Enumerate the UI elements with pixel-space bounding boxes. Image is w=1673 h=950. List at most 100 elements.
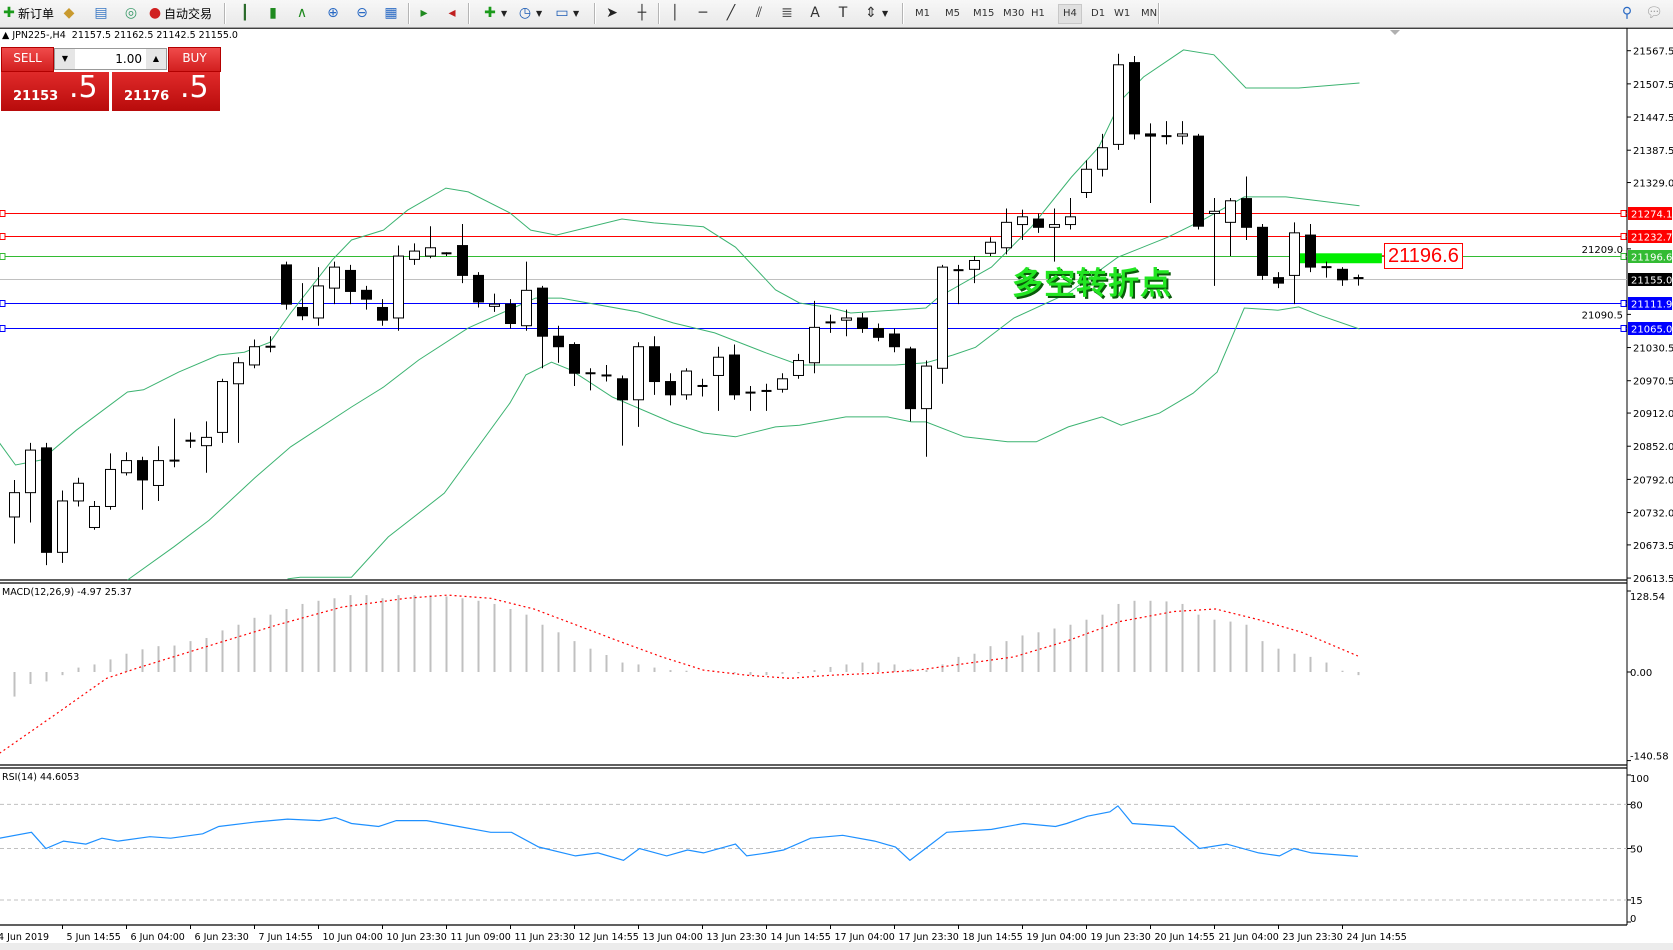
candle-bullish [793, 360, 804, 376]
templates-button[interactable]: ▭ ▼ [553, 3, 579, 23]
buy-price-button[interactable]: 21176 .5 [112, 70, 220, 111]
vertical-line-icon: │ [670, 5, 680, 21]
timeframe-h4[interactable]: H4 [1058, 4, 1082, 24]
status-strip [0, 943, 1673, 950]
indicators-button[interactable]: ✚ ▼ [481, 3, 507, 23]
candle-bearish [1193, 135, 1204, 227]
timeframe-d1[interactable]: D1 [1091, 8, 1106, 19]
chat-icon[interactable]: 💬︎ [1645, 5, 1663, 21]
new-order-button[interactable]: ✚ 新订单 [0, 3, 54, 23]
candle-bearish [1145, 133, 1156, 137]
time-tick-label: 4 Jun 2019 [0, 932, 49, 943]
candle-bearish [473, 274, 484, 303]
timeframe-mn[interactable]: MN [1141, 8, 1158, 19]
lot-size-stepper[interactable]: ▼ 1.00 ▲ [54, 48, 167, 70]
time-tick-label: 13 Jun 23:30 [707, 932, 767, 943]
horizontal-line-button[interactable]: ─ [694, 3, 712, 23]
bollinger-lower-band [287, 306, 1360, 580]
dropdown-arrow-icon[interactable]: ▼ [501, 8, 508, 18]
zoom-in-button[interactable]: ⊕ [324, 3, 342, 23]
candle-bullish [1225, 200, 1236, 223]
signals-button[interactable]: ◎ [122, 3, 140, 23]
hline-price-label: 21232.7 [1631, 233, 1672, 244]
text-button[interactable]: A [806, 3, 824, 23]
hline-price-label: 21274.1 [1631, 210, 1672, 221]
pivot-price-label[interactable]: 21196.6 [1384, 243, 1463, 269]
candle-bullish [681, 370, 692, 396]
navigator-button[interactable]: ◆ [60, 3, 78, 23]
buy-label: BUY [182, 51, 207, 65]
chart-shift-button[interactable]: ◂ [443, 3, 461, 23]
candle-bullish [489, 303, 500, 307]
line-chart-button[interactable]: ∧ [293, 3, 311, 23]
template-icon: ▭ [555, 5, 569, 21]
time-tick-label: 20 Jun 14:55 [1155, 932, 1215, 943]
hline-handle-left [0, 253, 6, 260]
candle-bullish [1049, 224, 1060, 228]
clock-icon: ◷ [518, 5, 532, 21]
lot-increase-icon[interactable]: ▲ [146, 49, 166, 69]
candle-bearish [1033, 218, 1044, 228]
periods-button[interactable]: ◷ ▼ [516, 3, 542, 23]
timeframe-w1[interactable]: W1 [1114, 8, 1131, 19]
candle-bullish [105, 468, 116, 507]
timeframe-h1[interactable]: H1 [1031, 8, 1045, 19]
sell-price-button[interactable]: 21153 .5 [1, 70, 109, 111]
rsi-tick-label: 100 [1630, 774, 1649, 785]
candle-bearish [857, 317, 868, 329]
timeframe-m15[interactable]: M15 [973, 8, 995, 19]
hline-handle-right [1620, 300, 1627, 307]
candlestick-button[interactable]: ▮ [264, 3, 282, 23]
fibonacci-button[interactable]: ≣ [778, 3, 796, 23]
timeframe-m1[interactable]: M1 [915, 8, 930, 19]
toolbar-separator [224, 3, 226, 24]
candle-bullish [73, 482, 84, 502]
rsi-tick-label: 80 [1630, 800, 1643, 811]
macd-tick-label: 128.54 [1630, 592, 1665, 603]
hline-handle-left [0, 233, 6, 240]
candle-bullish [233, 362, 244, 385]
search-icon[interactable]: ⚲ [1621, 5, 1633, 21]
buy-button[interactable]: BUY [168, 47, 221, 72]
price-tick-label: 21090.5 [1582, 310, 1623, 321]
price-tick-label: 21209.0 [1582, 245, 1623, 256]
vertical-line-button[interactable]: │ [666, 3, 684, 23]
candle-bearish [1241, 198, 1252, 228]
market-watch-button[interactable]: ▤ [92, 3, 110, 23]
candle-bullish [89, 505, 100, 528]
arrows-button[interactable]: ⇕ ▼ [862, 3, 888, 23]
crosshair-button[interactable]: ┼ [633, 3, 651, 23]
hline-price-badge [1628, 297, 1672, 310]
trendline-icon: ╱ [726, 5, 736, 21]
crosshair-icon: ┼ [637, 5, 647, 21]
bar-chart-button[interactable]: ┃ [236, 3, 254, 23]
turning-point-annotation[interactable]: 多空转折点 [1012, 266, 1172, 302]
equidistant-channel-button[interactable]: ⫽ [750, 3, 768, 23]
zoom-out-button[interactable]: ⊖ [353, 3, 371, 23]
auto-trading-button-label: 自动交易 [164, 6, 213, 21]
buy-price-pip: .5 [180, 70, 209, 105]
auto-scroll-button[interactable]: ▸ [415, 3, 433, 23]
candle-bullish [9, 492, 20, 518]
timeframe-m30[interactable]: M30 [1003, 8, 1025, 19]
candle-bullish [969, 259, 980, 270]
cursor-button[interactable]: ➤ [603, 3, 621, 23]
rsi-label: RSI(14) 44.6053 [2, 772, 80, 783]
lot-decrease-icon[interactable]: ▼ [55, 49, 75, 69]
sell-price-main: 21153 [13, 89, 59, 104]
dropdown-arrow-icon[interactable]: ▼ [573, 8, 580, 18]
dropdown-arrow-icon[interactable]: ▼ [882, 8, 889, 18]
text-label-button[interactable]: T [834, 3, 852, 23]
candle-bearish [889, 333, 900, 348]
trendline-button[interactable]: ╱ [722, 3, 740, 23]
tile-windows-button[interactable]: ▦ [382, 3, 400, 23]
price-tick-label: 20852.0 [1633, 442, 1673, 453]
dropdown-arrow-icon[interactable]: ▼ [536, 8, 543, 18]
sell-button[interactable]: SELL [1, 47, 54, 72]
candle-bullish [249, 346, 260, 366]
time-tick-label: 23 Jun 23:30 [1283, 932, 1343, 943]
auto-trading-button[interactable]: ● 自动交易 [146, 3, 212, 23]
timeframe-m5[interactable]: M5 [945, 8, 960, 19]
lot-size-input[interactable]: 1.00 [115, 52, 142, 66]
